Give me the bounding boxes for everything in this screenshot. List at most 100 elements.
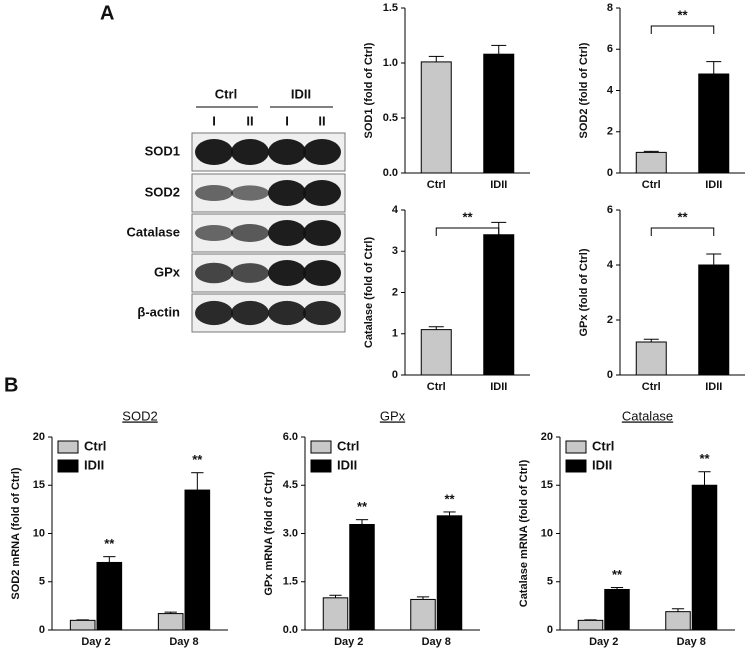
bar [577,619,604,631]
y-tick-label: 0 [607,167,613,179]
panel-label: B [4,374,18,396]
blot-band [303,139,341,165]
y-tick-label: 6 [607,204,613,216]
bar [665,611,691,631]
y-axis-label: SOD2 (fold of Ctrl) [578,42,590,138]
y-tick-label: 20 [33,431,45,443]
lane-label: II [246,113,253,128]
lane-label: I [285,113,289,128]
annotation: ** [444,491,455,506]
blot-band [268,139,306,165]
blot-band [195,184,233,202]
legend-swatch [310,459,332,473]
lane-label: I [212,113,216,128]
y-tick-label: 15 [33,479,45,491]
blot-band [268,220,306,246]
y-tick-label: 0 [547,624,553,636]
legend-label: IDII [84,457,104,472]
y-tick-label: 4 [607,259,614,271]
y-tick-label: 0.0 [383,167,398,179]
blot-row-label: SOD2 [145,184,180,199]
y-tick-label: 20 [541,431,553,443]
x-tick-label: Ctrl [642,381,661,393]
y-tick-label: 15 [541,479,553,491]
bar [698,73,730,174]
bar [69,619,96,631]
y-tick-label: 10 [541,527,553,539]
annotation: ** [104,536,115,551]
blot-band [303,260,341,286]
y-tick-label: 1.5 [383,2,398,14]
annotation: ** [357,499,368,514]
y-tick-label: 0.0 [283,624,298,636]
bar [691,484,718,631]
y-tick-label: 5 [39,576,45,588]
legend-swatch [57,459,79,473]
annotation: ** [612,567,623,582]
blot-band [303,180,341,206]
y-tick-label: 1 [392,328,398,340]
blot-band [268,180,306,206]
y-tick-label: 1.5 [283,576,298,588]
y-axis-label: Catalase mRNA (fold of Ctrl) [518,459,530,607]
y-tick-label: 1.0 [383,57,398,69]
chart-title: Catalase [622,408,673,423]
legend-label: IDII [337,457,357,472]
y-axis-label: SOD2 mRNA (fold of Ctrl) [10,467,22,600]
annotation: ** [192,452,203,467]
x-tick-label: Ctrl [427,381,446,393]
blot-row-label: GPx [154,264,181,279]
panel-label: A [100,2,114,24]
legend-swatch [565,440,587,454]
legend-swatch [565,459,587,473]
blot-band [303,300,341,326]
x-tick-label: IDII [490,179,507,191]
legend-label: Ctrl [84,438,106,453]
y-axis-label: SOD1 (fold of Ctrl) [363,42,375,138]
x-tick-label: Day 8 [677,636,706,648]
lane-label: II [318,113,325,128]
blot-band [268,260,306,286]
x-tick-label: Day 2 [334,636,363,648]
x-tick-label: Day 2 [589,636,618,648]
bar [604,588,630,631]
y-axis-label: Catalase (fold of Ctrl) [363,237,375,349]
chart-title: SOD2 [122,408,157,423]
significance: ** [462,209,473,224]
blot-band [195,300,233,326]
blot-group: IDII [291,86,311,101]
y-axis-label: GPx mRNA (fold of Ctrl) [263,471,275,596]
annotation: ** [699,451,710,466]
blot-band [303,220,341,246]
blot-band [195,139,233,165]
x-tick-label: Day 8 [422,636,451,648]
bar [349,523,375,631]
significance: ** [677,209,688,224]
y-tick-label: 2 [607,126,613,138]
blot-row-label: SOD1 [145,143,180,158]
x-tick-label: IDII [705,381,722,393]
y-tick-label: 4.5 [283,479,298,491]
blot-band [231,300,269,326]
y-tick-label: 3.0 [283,527,298,539]
blot-row-label: Catalase [127,224,180,239]
bar [184,489,211,631]
bar [420,329,452,376]
y-tick-label: 0.5 [383,112,398,124]
y-tick-label: 5 [547,576,553,588]
y-tick-label: 0 [39,624,45,636]
y-tick-label: 4 [392,204,399,216]
bar [410,598,436,631]
legend-label: Ctrl [592,438,614,453]
legend-swatch [310,440,332,454]
y-tick-label: 4 [607,84,614,96]
bar [483,53,515,174]
bar [483,234,515,376]
bar [420,61,452,174]
y-axis-label: GPx (fold of Ctrl) [578,248,590,336]
x-tick-label: Day 8 [169,636,198,648]
blot-row-label: β-actin [137,304,180,319]
y-tick-label: 6.0 [283,431,298,443]
significance-bracket [435,227,500,236]
